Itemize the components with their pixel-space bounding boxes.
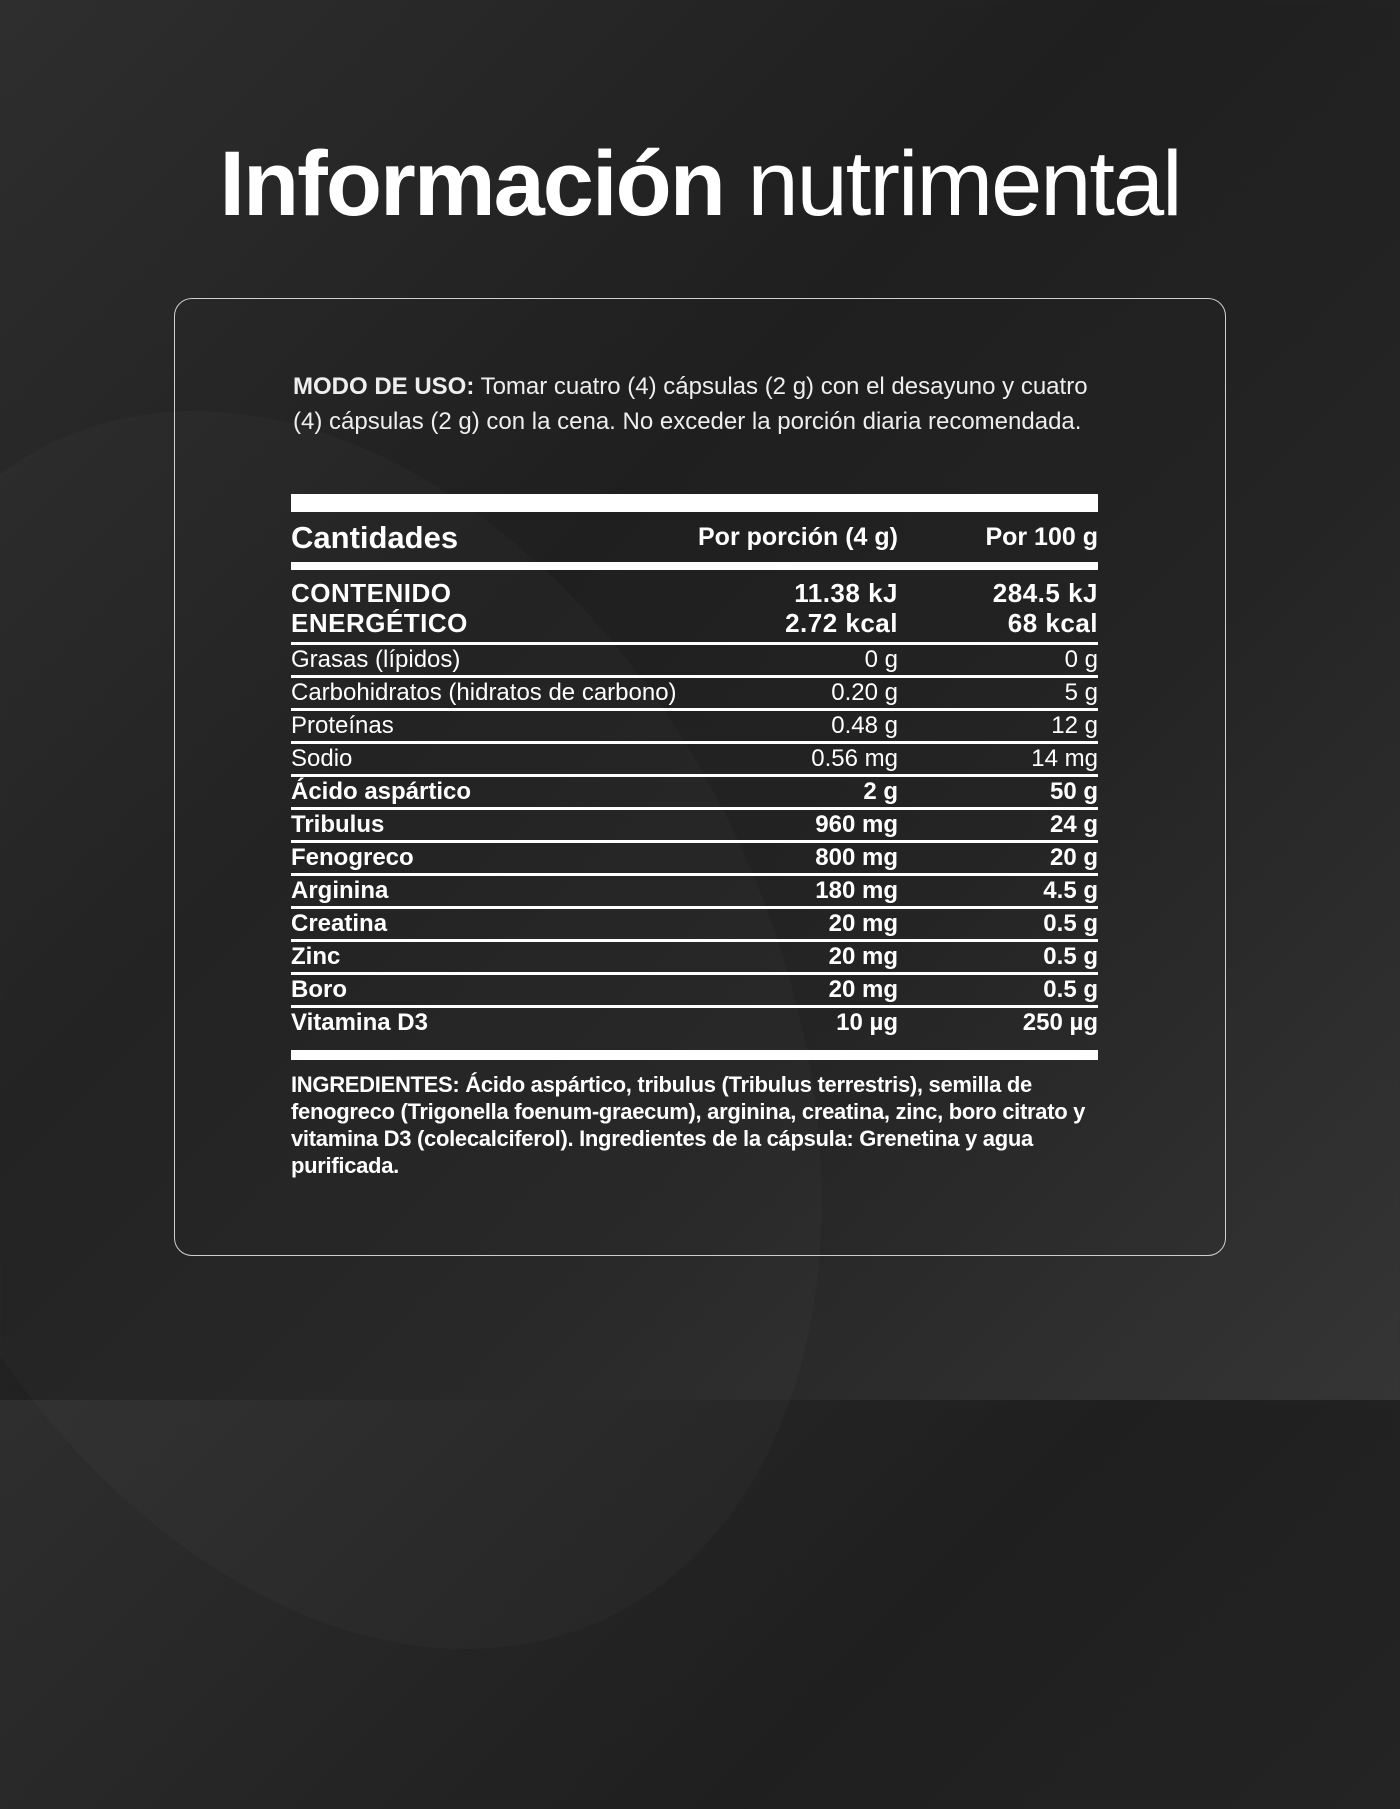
energy-row: CONTENIDO ENERGÉTICO 11.38 kJ 2.72 kcal 28…: [291, 570, 1098, 645]
table-row: Ácido aspártico 2 g 50 g: [291, 777, 1098, 810]
table-row: Carbohidratos (hidratos de carbono) 0.20 …: [291, 678, 1098, 711]
energy-label-2: ENERGÉTICO: [291, 608, 468, 638]
header-per-100g: Por 100 g: [985, 523, 1098, 551]
per-100g-value: 0.5 g: [1043, 943, 1098, 970]
per-100g-value: 0 g: [1064, 646, 1098, 673]
per-100g-value: 0.5 g: [1043, 976, 1098, 1003]
nutrient-name: Proteínas: [291, 712, 394, 739]
table-row: Sodio 0.56 mg 14 mg: [291, 744, 1098, 777]
table-row: Proteínas 0.48 g 12 g: [291, 711, 1098, 744]
nutrient-name: Boro: [291, 976, 347, 1003]
per-100g-value: 4.5 g: [1043, 877, 1098, 904]
per-portion-value: 0.20 g: [831, 679, 898, 706]
nutrient-name: Ácido aspártico: [291, 778, 472, 805]
top-bar: [291, 494, 1098, 512]
table-row: Creatina 20 mg 0.5 g: [291, 909, 1098, 942]
per-portion-value: 2 g: [863, 778, 898, 805]
title-light: nutrimental: [747, 133, 1182, 235]
per-portion-value: 0.56 mg: [811, 745, 898, 772]
per-100g-value: 50 g: [1049, 778, 1098, 805]
energy-100-kj: 284.5 kJ: [992, 578, 1098, 608]
table-row: Fenogreco 800 mg 20 g: [291, 843, 1098, 876]
per-portion-value: 20 mg: [828, 976, 898, 1003]
table-row: Grasas (lípidos) 0 g 0 g: [291, 645, 1098, 678]
ingredients: INGREDIENTES: Ácido aspártico, tribulus …: [291, 1072, 1086, 1178]
nutrient-rows: Grasas (lípidos) 0 g 0 g Carbohidratos (hid…: [291, 645, 1098, 1038]
header-quantities: Cantidades: [291, 520, 459, 555]
energy-label-1: CONTENIDO: [291, 578, 452, 608]
nutrient-name: Grasas (lípidos): [291, 646, 461, 673]
nutrient-name: Arginina: [291, 877, 389, 904]
per-100g-value: 5 g: [1064, 679, 1098, 706]
per-100g-value: 250 µg: [1022, 1009, 1098, 1036]
nutrient-name: Sodio: [291, 745, 353, 772]
table-row: Vitamina D3 10 µg 250 µg: [291, 1008, 1098, 1038]
per-portion-value: 20 mg: [828, 910, 898, 937]
per-100g-value: 12 g: [1051, 712, 1098, 739]
nutrient-name: Creatina: [291, 910, 388, 937]
nutrient-name: Fenogreco: [291, 844, 414, 871]
table-header: Cantidades Por porción (4 g) Por 100 g: [291, 512, 1098, 556]
per-portion-value: 10 µg: [836, 1009, 898, 1036]
per-100g-value: 20 g: [1049, 844, 1098, 871]
page-title: Información nutrimental: [0, 132, 1400, 237]
table-row: Zinc 20 mg 0.5 g: [291, 942, 1098, 975]
header-bar: [291, 562, 1098, 570]
per-100g-value: 14 mg: [1031, 745, 1098, 772]
nutrient-name: Zinc: [291, 943, 341, 970]
nutrition-table: Cantidades Por porción (4 g) Por 100 g C…: [291, 494, 1098, 1060]
usage-instructions: MODO DE USO: Tomar cuatro (4) cápsulas (…: [293, 369, 1123, 439]
usage-text: Tomar cuatro (4) cápsulas (2 g) con el d…: [293, 373, 1088, 435]
per-portion-value: 960 mg: [815, 811, 898, 838]
per-100g-value: 0.5 g: [1043, 910, 1098, 937]
table-row: Tribulus 960 mg 24 g: [291, 810, 1098, 843]
header-per-portion: Por porción (4 g): [698, 523, 898, 551]
per-portion-value: 0.48 g: [831, 712, 898, 739]
title-bold: Información: [219, 133, 725, 235]
table-row: Arginina 180 mg 4.5 g: [291, 876, 1098, 909]
bottom-bar: [291, 1050, 1098, 1060]
per-portion-value: 800 mg: [815, 844, 898, 871]
nutrient-name: Vitamina D3: [291, 1009, 428, 1036]
nutrition-card: [174, 298, 1226, 1256]
nutrient-name: Carbohidratos (hidratos de carbono): [291, 679, 677, 706]
energy-portion-kj: 11.38 kJ: [794, 578, 898, 608]
table-row: Boro 20 mg 0.5 g: [291, 975, 1098, 1008]
per-portion-value: 20 mg: [828, 943, 898, 970]
per-100g-value: 24 g: [1049, 811, 1098, 838]
nutrient-name: Tribulus: [291, 811, 385, 838]
per-portion-value: 0 g: [864, 646, 898, 673]
energy-portion-kcal: 2.72 kcal: [785, 608, 898, 638]
per-portion-value: 180 mg: [815, 877, 898, 904]
energy-100-kcal: 68 kcal: [1007, 608, 1098, 638]
usage-label: MODO DE USO:: [293, 373, 475, 400]
